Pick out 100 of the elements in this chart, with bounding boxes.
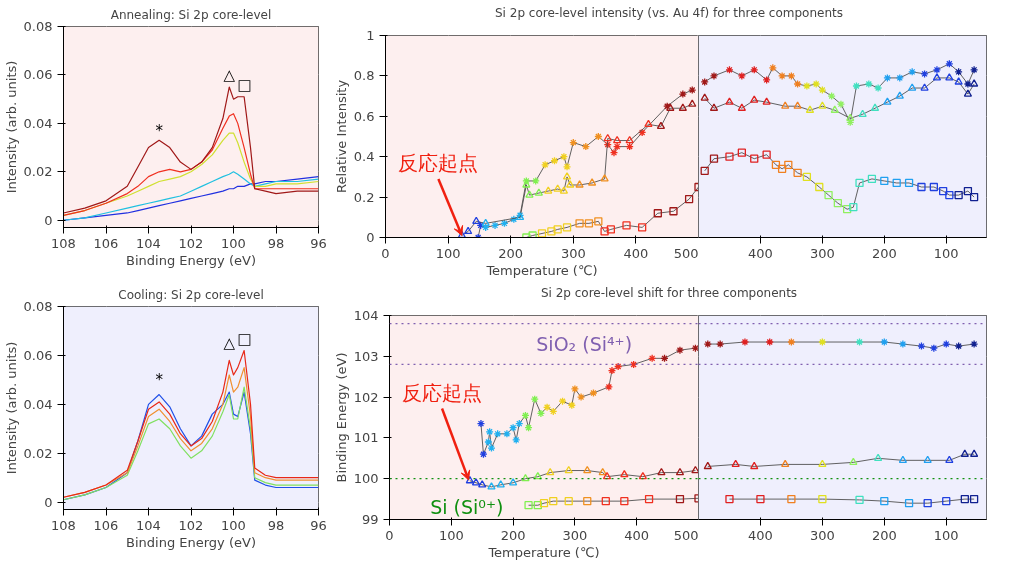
- point: [849, 457, 858, 466]
- annotation: *: [155, 370, 164, 389]
- line-series: [63, 113, 319, 216]
- annotation: △: [223, 334, 236, 353]
- point: [864, 79, 873, 89]
- point: [818, 85, 827, 95]
- y-tick-label: 99: [361, 512, 379, 527]
- y-tick-label: 0.08: [23, 19, 53, 34]
- point: [908, 67, 917, 77]
- x-tick-label: 400: [748, 245, 773, 261]
- point: [802, 81, 812, 91]
- point: [678, 103, 687, 111]
- point: [553, 184, 562, 192]
- x-tick-label: 200: [871, 527, 897, 543]
- point: [703, 461, 712, 470]
- annotation: *: [155, 122, 164, 141]
- point: [533, 501, 542, 510]
- x-tick-label: 104: [136, 235, 161, 251]
- chart-title: Si 2p core-level shift for three components: [540, 285, 798, 302]
- point: [528, 231, 537, 238]
- point: [716, 339, 725, 349]
- point: [522, 176, 531, 186]
- point: [703, 339, 712, 349]
- point: [490, 221, 500, 230]
- point: [852, 81, 861, 91]
- y-tick-label: 0.6: [353, 108, 375, 124]
- point: [781, 459, 790, 468]
- y-tick-label: 0.08: [23, 299, 53, 314]
- point: [969, 65, 979, 74]
- y-tick-label: 1: [366, 28, 375, 43]
- y-tick-label: 0.02: [23, 445, 53, 461]
- point: [688, 85, 697, 95]
- x-tick-label: 200: [498, 245, 524, 261]
- x-tick-label: 104: [136, 517, 161, 533]
- x-tick-label: 200: [500, 527, 526, 543]
- x-tick-label: 500: [673, 527, 699, 543]
- point: [833, 199, 842, 208]
- point: [594, 132, 603, 141]
- point: [867, 174, 877, 184]
- chart-title: Cooling: Si 2p core-level: [118, 287, 264, 302]
- point: [818, 337, 827, 347]
- point: [512, 435, 521, 445]
- point: [539, 499, 549, 508]
- x-tick-label: 300: [560, 245, 586, 261]
- annotation: △: [223, 65, 236, 84]
- point: [917, 341, 926, 351]
- point: [969, 192, 979, 202]
- point: [846, 113, 855, 121]
- x-tick-label: 400: [623, 245, 649, 261]
- y-axis-title: Intensity (arb. units): [3, 341, 19, 475]
- y-axis-title: Intensity (arb. units): [3, 60, 19, 194]
- point: [942, 339, 951, 349]
- point: [870, 103, 880, 111]
- x-tick-label: 500: [673, 245, 699, 261]
- y-tick-label: 0: [44, 212, 53, 228]
- point: [855, 178, 864, 188]
- point: [954, 190, 963, 200]
- point: [521, 474, 530, 482]
- point: [880, 176, 889, 186]
- point: [478, 480, 487, 488]
- y-tick-label: 0.04: [23, 396, 53, 412]
- point: [533, 471, 542, 480]
- point: [700, 166, 709, 175]
- point: [569, 138, 578, 147]
- point: [508, 423, 518, 432]
- point: [873, 453, 883, 461]
- point: [653, 209, 662, 218]
- point: [678, 89, 687, 99]
- point: [849, 203, 858, 212]
- point: [895, 91, 904, 99]
- point: [584, 219, 594, 228]
- y-tick-label: 101: [353, 430, 379, 446]
- point: [534, 188, 544, 196]
- x-tick-label: 100: [435, 245, 461, 261]
- point: [892, 178, 901, 188]
- point: [525, 190, 534, 198]
- x-tick-label: 102: [178, 517, 204, 533]
- point: [515, 419, 524, 428]
- point: [883, 73, 892, 83]
- point: [566, 180, 575, 188]
- point: [858, 109, 867, 117]
- point: [587, 178, 597, 186]
- y-tick-label: 0.4: [353, 149, 375, 165]
- x-tick-label: 98: [267, 517, 285, 533]
- point: [855, 337, 864, 347]
- point: [575, 219, 584, 228]
- point: [544, 186, 553, 194]
- point: [493, 429, 502, 438]
- point: [663, 102, 672, 111]
- annotation: SiO₂ (Si⁴⁺): [536, 333, 633, 356]
- x-tick-label: 100: [221, 235, 246, 251]
- x-tick-label: 106: [93, 517, 119, 533]
- point: [688, 99, 697, 107]
- annotation: 反応起点: [402, 380, 483, 405]
- point: [589, 388, 598, 398]
- point: [684, 194, 694, 204]
- point: [675, 467, 685, 476]
- point: [787, 337, 796, 347]
- point: [709, 71, 719, 81]
- point: [559, 186, 569, 194]
